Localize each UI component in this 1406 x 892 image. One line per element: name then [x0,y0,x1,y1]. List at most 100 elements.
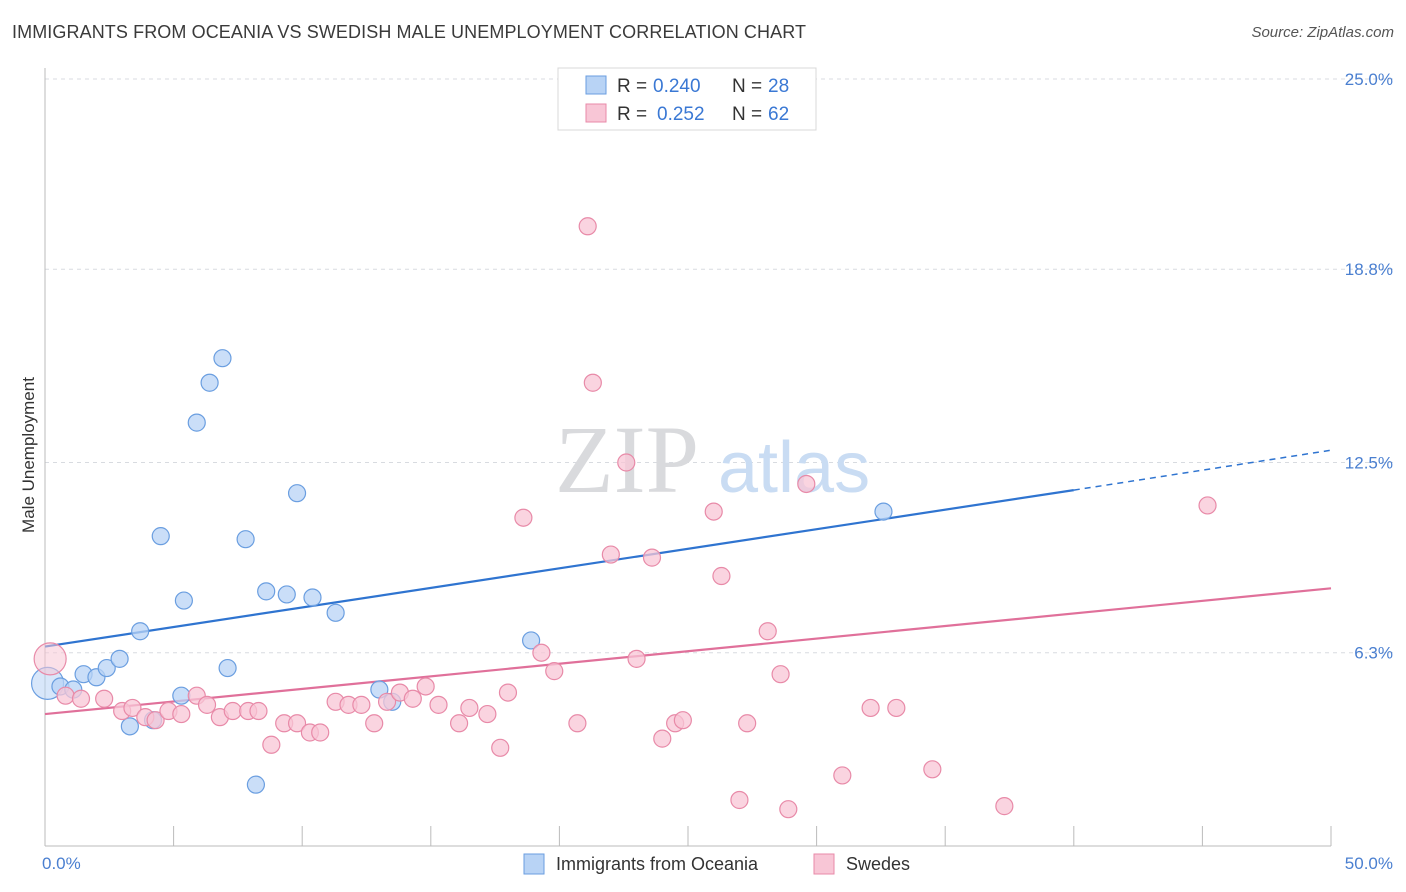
legend-n-value-blue: 28 [768,76,789,97]
swedes-point-43 [627,649,646,668]
swedes-point-0 [33,642,67,676]
swedes-point-18 [287,714,307,733]
swedes-point-31 [460,698,479,718]
y-axis-label: Male Unemployment [19,377,38,533]
oceania-point-11 [172,686,191,705]
oceania-point-5 [97,658,116,678]
swedes-point-11 [197,695,217,714]
legend-n-value-pink: 62 [768,104,789,125]
swedes-point-3 [95,689,114,708]
swedes-point-58 [887,698,906,718]
swedes-point-20 [311,723,330,742]
legend-r-value-blue: 0.240 [653,76,701,97]
oceania-point-6 [110,649,129,668]
oceania-trend-line [44,489,1074,648]
legend-n-label-blue: N = [732,76,762,97]
oceania-point-20 [277,585,296,604]
swedes-point-40 [583,373,602,392]
y-tick-labels: 6.3% 12.5% 18.8% 25.0% [1345,70,1393,663]
legend-swatch-blue [585,75,607,95]
bottom-legend-swatch-blue [523,853,545,875]
swedes-point-13 [223,701,242,721]
swedes-point-54 [779,800,798,819]
x-tick-label-0: 0.0% [42,854,81,873]
oceania-point-27 [874,502,893,521]
swedes-point-48 [704,502,723,521]
swedes-point-33 [491,738,510,757]
oceania-point-14 [200,373,219,392]
swedes-trend-line [44,587,1332,716]
y-tick-label-2: 18.8% [1345,260,1393,279]
bottom-legend-label-blue: Immigrants from Oceania [556,854,759,874]
swedes-point-52 [758,622,777,641]
swedes-point-57 [861,698,880,718]
legend-swatch-pink [585,103,607,123]
axes [44,68,1332,847]
oceania-point-13 [187,413,206,432]
oceania-point-23 [326,603,345,622]
watermark: ZIP atlas [555,406,870,513]
oceania-point-22 [303,588,322,607]
x-tick-labels: 0.0% 50.0% [42,854,1393,873]
swedes-point-55 [797,474,816,494]
swedes-point-7 [146,711,165,730]
swedes-point-15 [249,701,268,721]
swedes-point-45 [653,729,672,748]
trend-lines [44,449,1332,716]
oceania-point-19 [257,582,276,601]
top-legend: R = 0.240 N = 28 R = 0.252 N = 62 [557,67,817,131]
oceania-point-17 [236,530,255,549]
swedes-point-60 [995,797,1014,816]
data-points [30,217,1217,819]
legend-r-value-pink: 0.252 [657,104,705,125]
oceania-point-21 [287,484,307,503]
swedes-point-59 [923,760,942,779]
oceania-point-12 [174,591,193,610]
swedes-point-61 [1198,496,1217,515]
swedes-point-5 [123,698,142,718]
swedes-point-16 [262,735,281,754]
swedes-point-9 [172,704,191,724]
bottom-legend: Immigrants from Oceania Swedes [523,853,910,875]
swedes-point-44 [642,548,662,567]
swedes-point-49 [712,566,731,586]
swedes-point-25 [377,692,397,711]
legend-r-label-pink: R = [617,104,647,125]
legend-n-label-pink: N = [732,104,762,125]
swedes-point-39 [578,217,597,236]
swedes-point-38 [568,714,587,733]
swedes-point-35 [514,508,533,527]
swedes-point-2 [71,689,91,708]
y-tick-label-1: 12.5% [1345,454,1393,473]
swedes-point-37 [545,662,564,681]
oceania-point-26 [522,631,541,650]
swedes-point-1 [56,686,75,705]
swedes-point-36 [532,643,551,662]
swedes-point-32 [478,704,497,724]
watermark-atlas: atlas [718,428,870,508]
swedes-point-41 [601,545,620,564]
oceania-point-10 [151,527,170,546]
swedes-point-34 [498,683,518,702]
swedes-point-30 [449,714,469,733]
y-tick-label-0: 6.3% [1354,644,1393,663]
y-tick-label-3: 25.0% [1345,70,1393,89]
oceania-point-7 [120,717,139,736]
swedes-point-24 [365,714,384,733]
oceania-point-18 [246,775,266,794]
grid-lines [45,78,1394,654]
swedes-point-56 [833,766,852,785]
bottom-legend-swatch-pink [813,853,835,875]
source-label: Source: ZipAtlas.com [1251,24,1394,41]
swedes-point-42 [617,453,636,472]
swedes-point-29 [429,695,448,714]
bottom-legend-label-pink: Swedes [846,854,910,874]
x-tick-label-1: 50.0% [1345,854,1393,873]
swedes-point-27 [403,689,422,708]
swedes-point-47 [673,711,692,730]
swedes-point-53 [771,665,790,684]
oceania-point-8 [131,622,150,641]
oceania-point-15 [213,349,232,368]
swedes-point-28 [416,677,435,696]
swedes-point-50 [730,790,749,810]
